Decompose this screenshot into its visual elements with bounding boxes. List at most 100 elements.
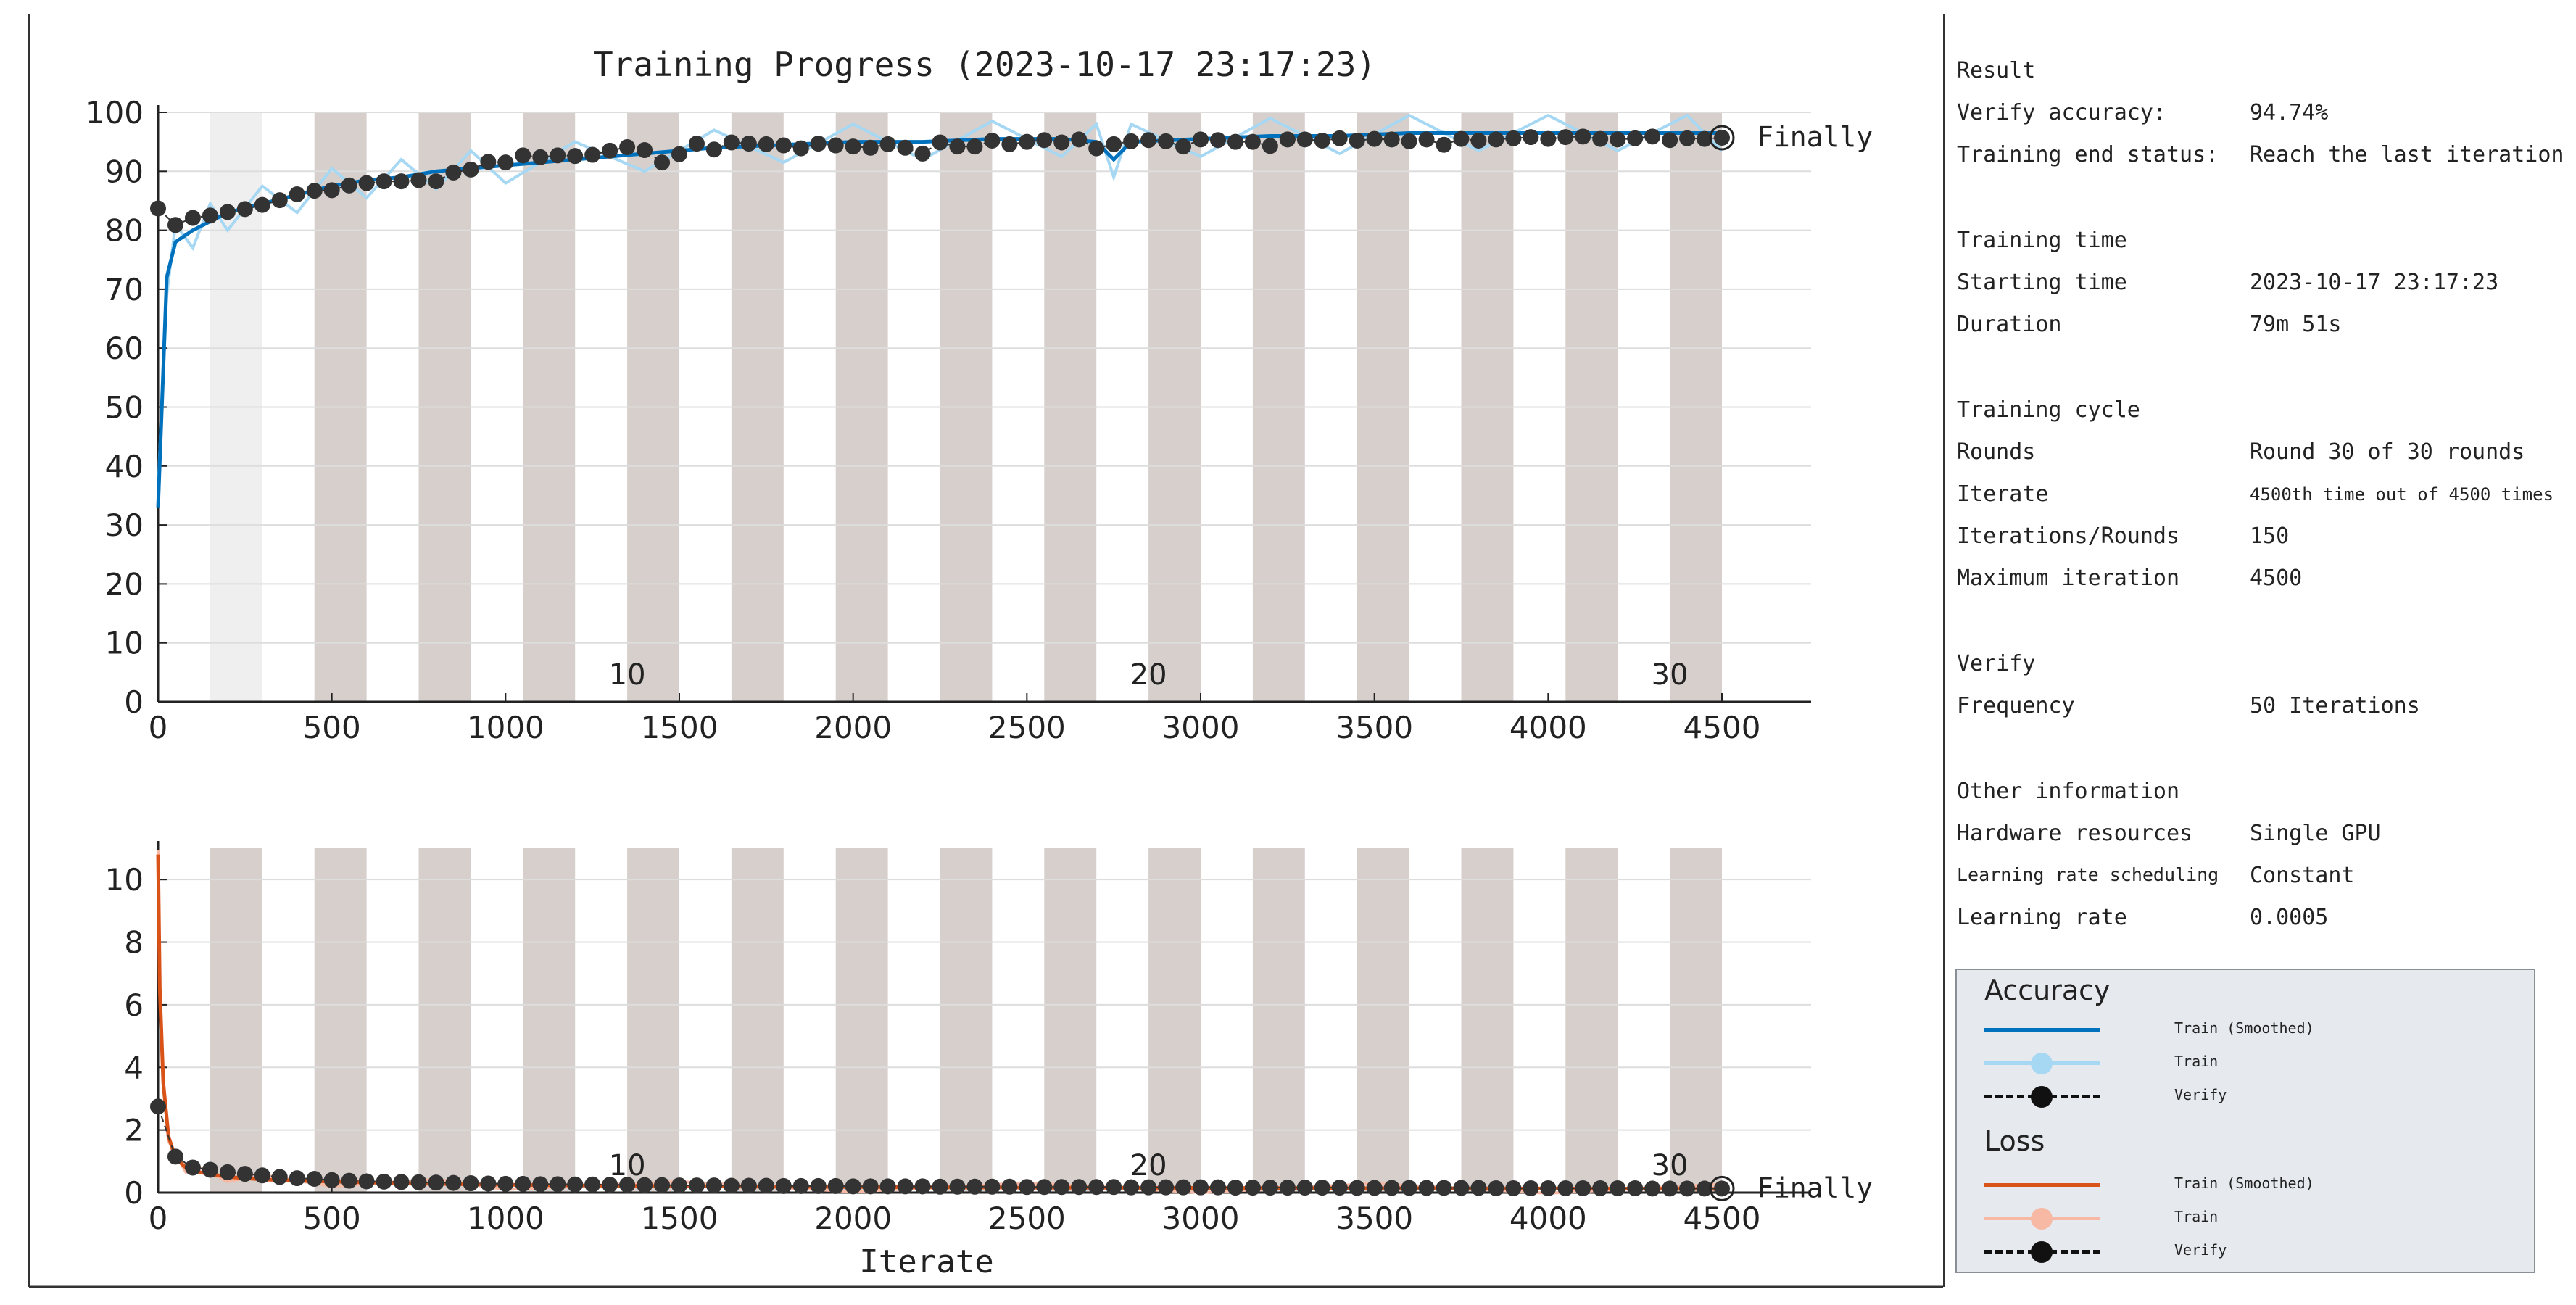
epoch-band [1044,848,1097,1193]
verify-point [1349,1180,1365,1196]
verify-point [810,1177,827,1194]
verify-point [1193,1179,1209,1196]
y-tick-label: 50 [105,390,144,426]
verify-point [1036,1179,1053,1196]
verify-point [1036,132,1053,149]
legend-acc-smoothed-swatch [1984,1028,2100,1032]
legend-acc-verify-marker [2031,1086,2053,1108]
epoch-band [1148,848,1201,1193]
verify-point [480,154,497,170]
verify-point [236,201,253,218]
epoch-band [835,848,888,1193]
legend-acc-verify-label: Verify [2174,1086,2227,1103]
verify-point [1523,1180,1539,1196]
x-tick-label: 500 [303,1201,361,1236]
verify-heading: Verify [1957,651,2036,676]
x-tick-label: 0 [149,1201,168,1236]
lr-schedule-label: Learning rate scheduling [1957,864,2219,885]
verify-point [1488,1180,1504,1196]
verify-point [1505,130,1522,146]
verify-point [1714,129,1730,146]
verify-point [393,1174,410,1190]
verify-point [1453,130,1470,147]
verify-point [1418,1180,1435,1196]
verify-point [1209,132,1226,149]
x-tick-label: 4000 [1509,710,1587,745]
verify-point [1436,136,1452,153]
epoch-label: 30 [1652,658,1689,692]
verify-point [1644,1180,1661,1197]
verify-point [1505,1180,1522,1196]
verify-point [271,192,288,209]
verify-point [1679,1180,1696,1197]
verify-point [1488,131,1504,148]
epoch-label: 20 [1130,1149,1167,1182]
verify-point [1019,133,1035,150]
verify-point [1296,131,1313,148]
verify-point [966,1178,983,1195]
starting-time-label: Starting time [1957,270,2127,295]
verify-point [289,186,305,203]
training-time-heading: Training time [1957,228,2127,253]
x-tick-label: 3000 [1162,710,1240,745]
iterations-per-round-label: Iterations/Rounds [1957,523,2180,549]
x-tick-label: 0 [149,710,168,745]
verify-point [810,136,827,152]
epoch-band [731,848,784,1193]
x-tick-label: 4500 [1683,710,1761,745]
verify-point [1436,1180,1452,1196]
hardware-label: Hardware resources [1957,821,2193,846]
x-tick-label: 1000 [467,1201,544,1236]
verify-point [1366,130,1383,147]
verify-point [515,147,531,164]
verify-point [1140,132,1157,149]
verify-point [567,1176,584,1193]
verify-point [1557,1180,1574,1196]
epoch-label: 20 [1130,658,1167,692]
verify-point [1523,129,1539,146]
verify-point [1279,131,1296,148]
verify-point [845,138,861,155]
x-tick-label: 4000 [1509,1201,1587,1236]
verify-point [497,154,514,171]
x-tick-label: 1500 [641,1201,718,1236]
verify-point [1662,132,1678,149]
verify-point [775,137,792,154]
verify-point [584,1176,601,1193]
verify-point [1540,1180,1557,1196]
y-tick-label: 20 [105,566,144,602]
epoch-band [1252,848,1305,1193]
other-info-heading: Other information [1957,779,2180,804]
verify-point [1592,1180,1609,1196]
verify-point [1575,1180,1591,1196]
final-label: Finally [1757,121,1873,153]
y-tick-label: 10 [105,626,144,661]
verify-point [410,172,427,188]
frequency-value: 50 Iterations [2250,693,2420,718]
verify-point [845,1178,861,1195]
legend-loss-title: Loss [1984,1125,2045,1157]
legend-loss-train-label: Train [2174,1208,2219,1225]
verify-point [879,136,896,152]
verify-point [219,204,236,220]
y-tick-label: 2 [124,1113,144,1148]
verify-point [949,138,966,155]
verify-point [1418,131,1435,148]
learning-rate-value: 0.0005 [2250,905,2329,930]
iterate-value: 4500th time out of 4500 times [2250,484,2554,505]
epoch-band [1565,848,1618,1193]
verify-point [550,147,566,164]
verify-point [1383,1180,1400,1196]
verify-point [1366,1180,1383,1196]
verify-point [1071,131,1088,148]
epoch-band [940,848,993,1193]
verify-point [306,1171,323,1187]
verify-point [150,1098,166,1115]
verify-point [445,1174,462,1191]
verify-point [1262,138,1278,154]
verify-point [167,1148,183,1165]
verify-point [236,1166,253,1182]
verify-point [1349,133,1365,149]
verify-point [550,1176,566,1193]
